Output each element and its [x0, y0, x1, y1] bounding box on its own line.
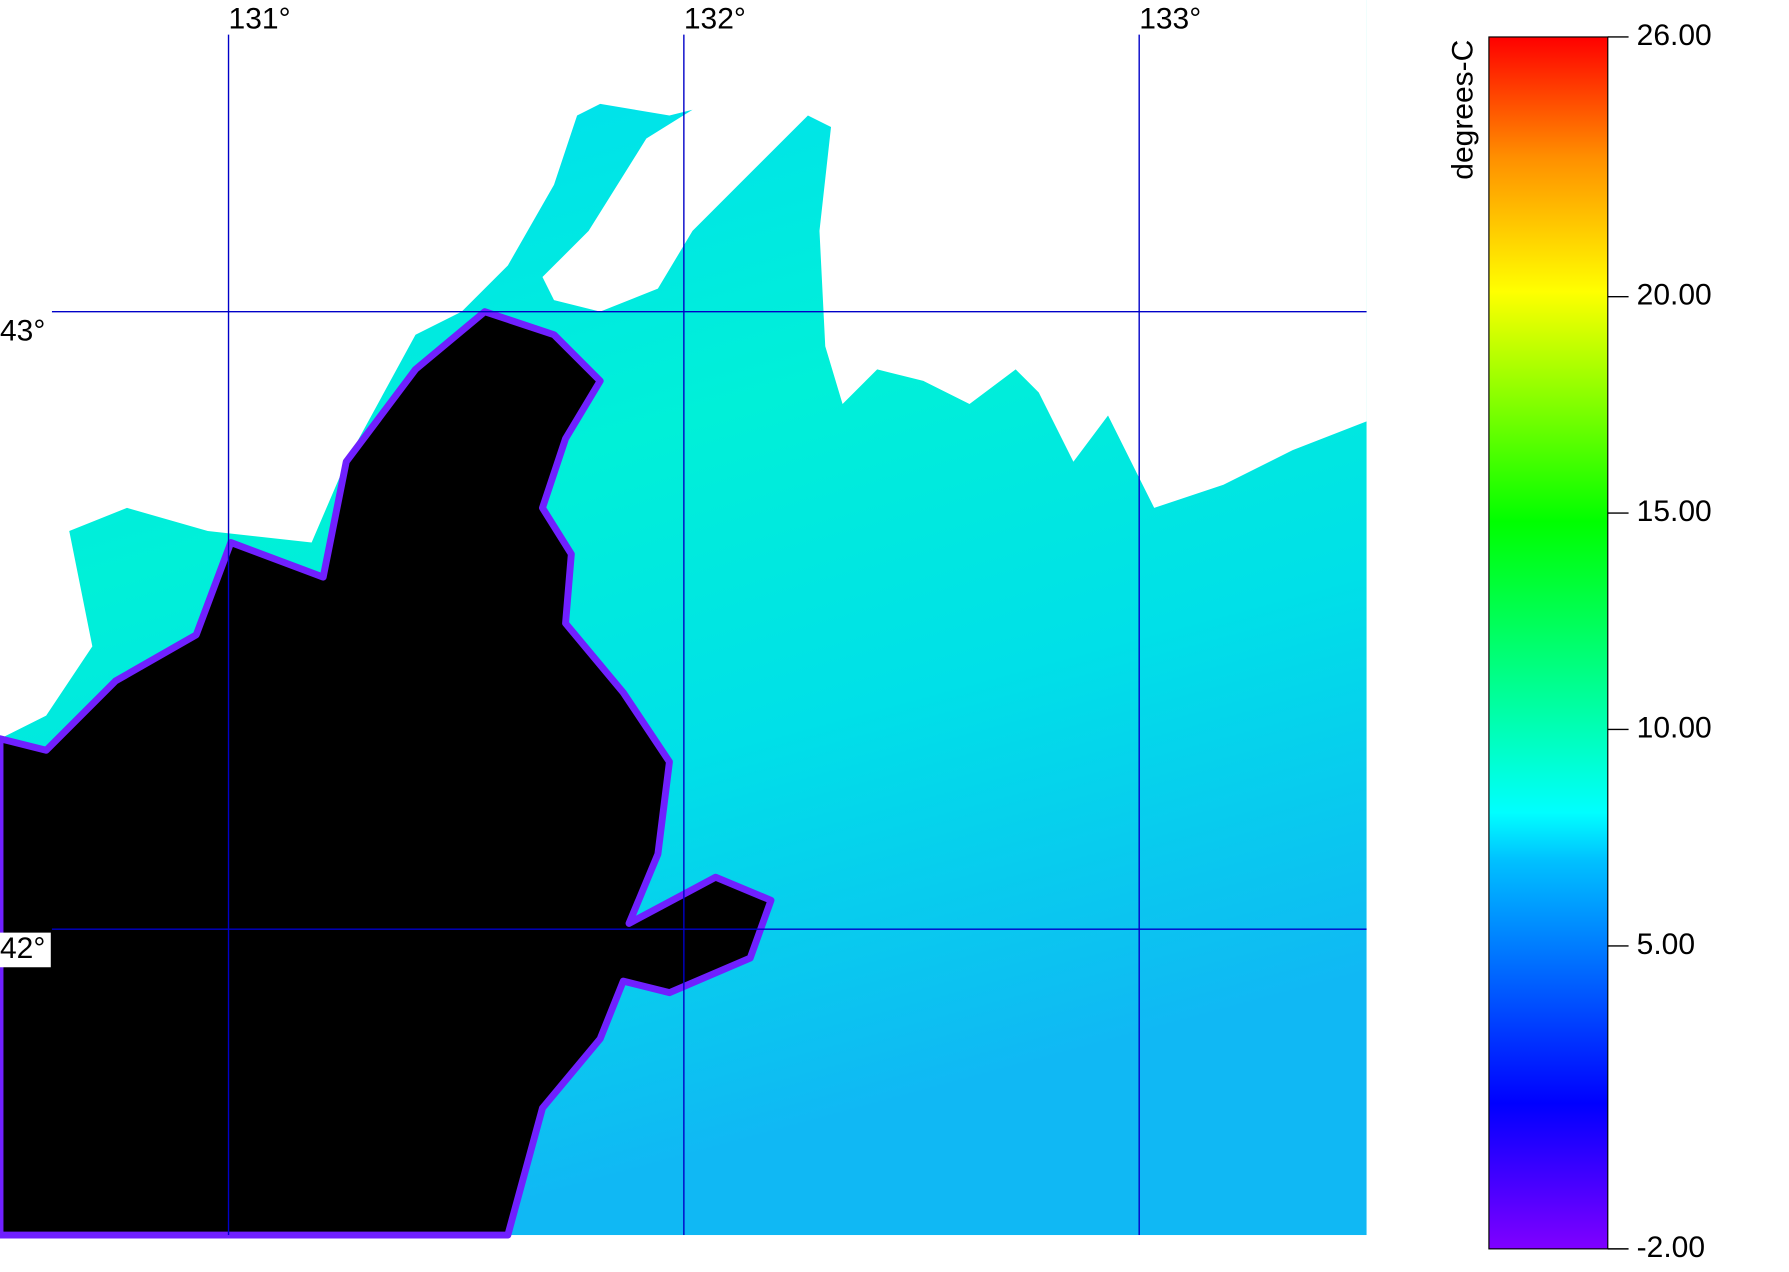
latitude-label: 42°: [0, 932, 45, 965]
colorbar-tick-label: 26.00: [1637, 19, 1712, 52]
colorbar-tick-label: 5.00: [1637, 928, 1695, 961]
colorbar-tick-label: 15.00: [1637, 495, 1712, 528]
colorbar-tick-label: 10.00: [1637, 711, 1712, 744]
longitude-label: 133°: [1139, 3, 1201, 36]
longitude-label: 132°: [684, 3, 746, 36]
colorbar-tick-label: -2.00: [1637, 1231, 1705, 1264]
longitude-label: 131°: [229, 3, 291, 36]
latitude-label-bg: [0, 315, 51, 350]
colorbar-label: degrees-C: [1447, 40, 1480, 180]
colorbar-tick-label: 20.00: [1637, 279, 1712, 312]
no-data-area: [0, 0, 1367, 739]
land: [0, 308, 775, 1239]
colorbar: [1488, 36, 1609, 1250]
latitude-label-bg: [0, 932, 51, 968]
latitude-label: 43°: [0, 314, 45, 347]
